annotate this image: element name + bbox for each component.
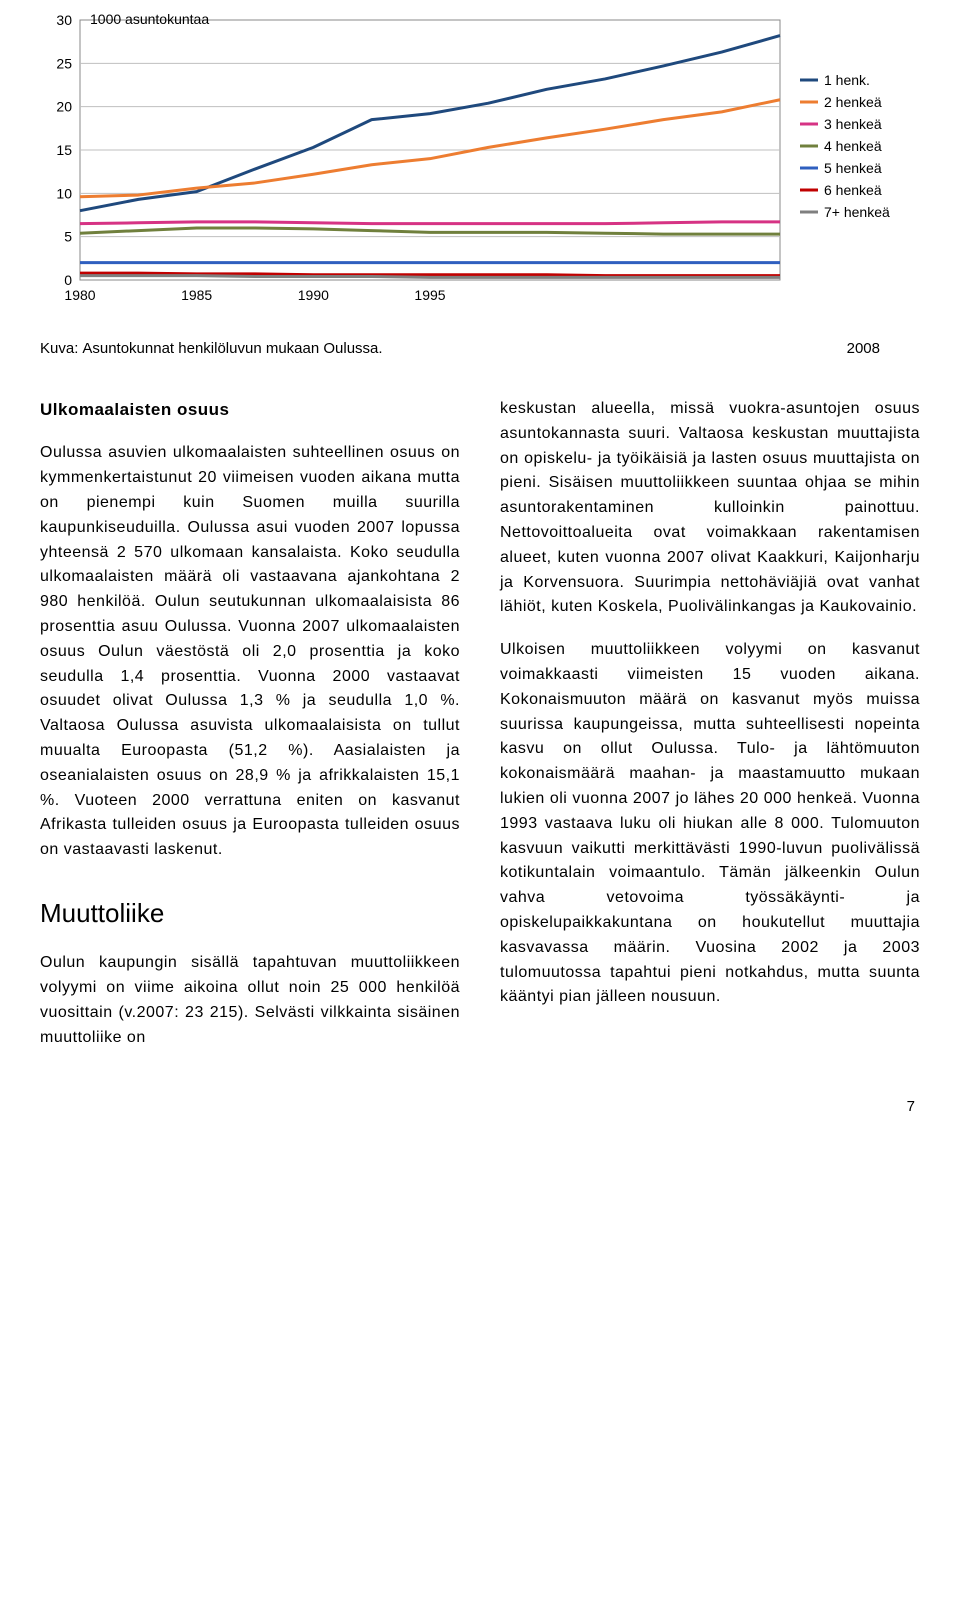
svg-text:4 henkeä: 4 henkeä: [824, 138, 882, 154]
heading-muuttoliike: Muuttoliike: [40, 893, 460, 933]
line-chart: 0 5 10 15 20 25 30 1000 asuntokuntaa 1980 1985 199…: [40, 10, 920, 330]
paragraph: keskustan alueella, missä vuokra-asuntoj…: [500, 397, 920, 620]
page-number: 7: [40, 1098, 920, 1115]
svg-text:3 henkeä: 3 henkeä: [824, 116, 882, 132]
caption-text: Asuntokunnat henkilöluvun mukaan Oulussa…: [82, 340, 846, 357]
svg-text:20: 20: [56, 99, 72, 115]
chart-container: 0 5 10 15 20 25 30 1000 asuntokuntaa 1980 1985 199…: [40, 10, 920, 330]
svg-text:25: 25: [56, 55, 72, 71]
svg-text:1985: 1985: [181, 287, 212, 303]
svg-text:1995: 1995: [414, 287, 445, 303]
chart-caption: Kuva: Asuntokunnat henkilöluvun mukaan O…: [40, 340, 920, 357]
svg-text:10: 10: [56, 185, 72, 201]
svg-text:6 henkeä: 6 henkeä: [824, 182, 882, 198]
text-columns: Ulkomaalaisten osuus Oulussa asuvien ulk…: [40, 397, 920, 1068]
svg-text:5: 5: [64, 229, 72, 245]
svg-text:15: 15: [56, 142, 72, 158]
svg-text:1990: 1990: [298, 287, 329, 303]
paragraph: Oulun kaupungin sisällä tapahtuvan muutt…: [40, 951, 460, 1050]
heading-ulkomaalaisten: Ulkomaalaisten osuus: [40, 397, 460, 423]
svg-text:5 henkeä: 5 henkeä: [824, 160, 882, 176]
caption-year: 2008: [847, 340, 920, 357]
svg-text:30: 30: [56, 12, 72, 28]
svg-text:1000 asuntokuntaa: 1000 asuntokuntaa: [90, 11, 209, 27]
paragraph: Ulkoisen muuttoliikkeen volyymi on kasva…: [500, 638, 920, 1010]
left-column: Ulkomaalaisten osuus Oulussa asuvien ulk…: [40, 397, 460, 1068]
paragraph: Oulussa asuvien ulkomaalaisten suhteelli…: [40, 441, 460, 863]
svg-text:0: 0: [64, 272, 72, 288]
svg-text:1980: 1980: [64, 287, 95, 303]
caption-label: Kuva:: [40, 340, 78, 357]
right-column: keskustan alueella, missä vuokra-asuntoj…: [500, 397, 920, 1068]
svg-text:2 henkeä: 2 henkeä: [824, 94, 882, 110]
svg-text:1 henk.: 1 henk.: [824, 72, 870, 88]
svg-text:7+ henkeä: 7+ henkeä: [824, 204, 890, 220]
